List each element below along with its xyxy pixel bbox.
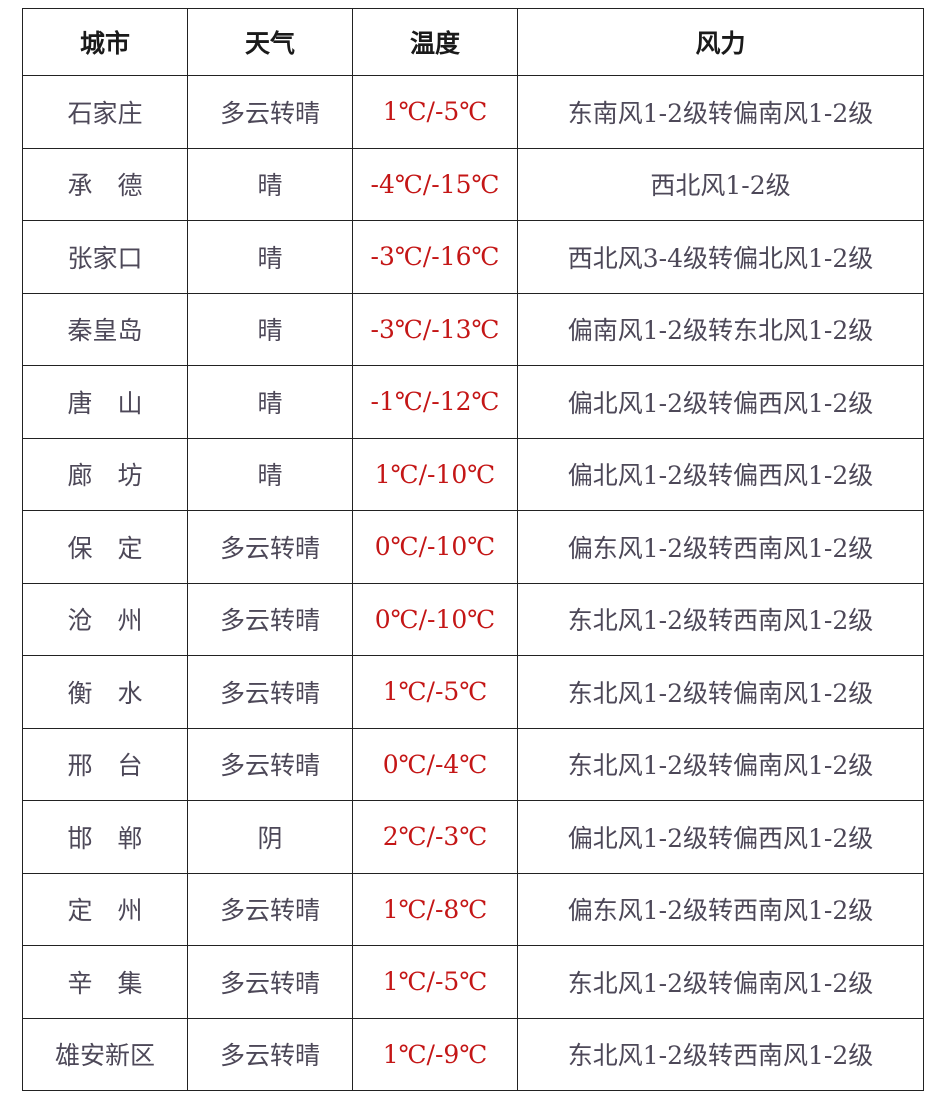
wind-cell: 东北风1-2级转偏南风1-2级 [517, 727, 924, 801]
city-cell: 石家庄 [22, 75, 188, 149]
temperature-cell: -3℃/-16℃ [352, 220, 518, 294]
table-row: 张家口晴 -3℃/-16℃ 西北风3-4级转偏北风1-2级 [22, 220, 924, 294]
weather-cell: 晴 [187, 147, 353, 221]
city-cell: 邢 台 [22, 727, 188, 801]
city-cell: 廊 坊 [22, 437, 188, 511]
wind-cell: 偏北风1-2级转偏西风1-2级 [517, 437, 924, 511]
table-row: 沧 州多云转晴 0℃/-10℃ 东北风1-2级转西南风1-2级 [22, 582, 924, 656]
temperature-cell: 0℃/-4℃ [352, 727, 518, 801]
wind-cell: 偏南风1-2级转东北风1-2级 [517, 292, 924, 366]
temperature-cell: 0℃/-10℃ [352, 582, 518, 656]
temperature-cell: 1℃/-5℃ [352, 655, 518, 729]
temperature-cell: 1℃/-9℃ [352, 1017, 518, 1091]
table-row: 邢 台多云转晴 0℃/-4℃ 东北风1-2级转偏南风1-2级 [22, 727, 924, 801]
weather-cell: 多云转晴 [187, 872, 353, 946]
weather-cell: 多云转晴 [187, 75, 353, 149]
weather-forecast-table: 城市 天气 温度 风力 石家庄 多云转晴 1℃/-5℃ 东南风1-2级转偏南风1-2级… [22, 8, 924, 1091]
table-row: 雄安新区 多云转晴 1℃/-9℃ 东北风1-2级转西南风1-2级 [22, 1017, 924, 1091]
city-cell: 衡 水 [22, 655, 188, 729]
table-row: 定 州多云转晴 1℃/-8℃ 偏东风1-2级转西南风1-2级 [22, 872, 924, 946]
city-cell: 张家口 [22, 220, 188, 294]
weather-cell: 多云转晴 [187, 727, 353, 801]
table-row: 石家庄 多云转晴 1℃/-5℃ 东南风1-2级转偏南风1-2级 [22, 75, 924, 149]
weather-cell: 多云转晴 [187, 655, 353, 729]
city-cell: 沧 州 [22, 582, 188, 656]
city-cell: 定 州 [22, 872, 188, 946]
table-row: 衡 水多云转晴 1℃/-5℃ 东北风1-2级转偏南风1-2级 [22, 655, 924, 729]
header-row: 城市 天气 温度 风力 [22, 8, 924, 76]
weather-cell: 多云转晴 [187, 945, 353, 1019]
weather-cell: 晴 [187, 292, 353, 366]
temperature-cell: -4℃/-15℃ [352, 147, 518, 221]
wind-cell: 东北风1-2级转西南风1-2级 [517, 1017, 924, 1091]
city-cell: 秦皇岛 [22, 292, 188, 366]
table-row: 邯 郸阴 2℃/-3℃ 偏北风1-2级转偏西风1-2级 [22, 800, 924, 874]
wind-cell: 偏北风1-2级转偏西风1-2级 [517, 365, 924, 439]
wind-cell: 东北风1-2级转偏南风1-2级 [517, 945, 924, 1019]
wind-cell: 西北风3-4级转偏北风1-2级 [517, 220, 924, 294]
city-cell: 雄安新区 [22, 1017, 188, 1091]
weather-cell: 多云转晴 [187, 582, 353, 656]
temperature-cell: 0℃/-10℃ [352, 510, 518, 584]
city-cell: 邯 郸 [22, 800, 188, 874]
table-row: 秦皇岛晴 -3℃/-13℃ 偏南风1-2级转东北风1-2级 [22, 292, 924, 366]
wind-cell: 偏东风1-2级转西南风1-2级 [517, 872, 924, 946]
wind-cell: 东南风1-2级转偏南风1-2级 [517, 75, 924, 149]
weather-cell: 晴 [187, 220, 353, 294]
table-row: 唐 山晴 -1℃/-12℃ 偏北风1-2级转偏西风1-2级 [22, 365, 924, 439]
weather-cell: 晴 [187, 437, 353, 511]
temperature-cell: 1℃/-10℃ [352, 437, 518, 511]
temperature-cell: 1℃/-5℃ [352, 75, 518, 149]
header-wind: 风力 [517, 8, 924, 76]
wind-cell: 东北风1-2级转偏南风1-2级 [517, 655, 924, 729]
city-cell: 唐 山 [22, 365, 188, 439]
table-row: 承 德晴 -4℃/-15℃ 西北风1-2级 [22, 147, 924, 221]
table-row: 保 定多云转晴 0℃/-10℃ 偏东风1-2级转西南风1-2级 [22, 510, 924, 584]
wind-cell: 西北风1-2级 [517, 147, 924, 221]
temperature-cell: -3℃/-13℃ [352, 292, 518, 366]
wind-cell: 东北风1-2级转西南风1-2级 [517, 582, 924, 656]
city-cell: 辛 集 [22, 945, 188, 1019]
header-temperature: 温度 [352, 8, 518, 76]
city-cell: 保 定 [22, 510, 188, 584]
city-cell: 承 德 [22, 147, 188, 221]
wind-cell: 偏北风1-2级转偏西风1-2级 [517, 800, 924, 874]
weather-cell: 晴 [187, 365, 353, 439]
temperature-cell: -1℃/-12℃ [352, 365, 518, 439]
table-row: 廊 坊晴 1℃/-10℃ 偏北风1-2级转偏西风1-2级 [22, 437, 924, 511]
header-city: 城市 [22, 8, 188, 76]
temperature-cell: 1℃/-8℃ [352, 872, 518, 946]
weather-cell: 阴 [187, 800, 353, 874]
header-weather: 天气 [187, 8, 353, 76]
table-row: 辛 集多云转晴 1℃/-5℃ 东北风1-2级转偏南风1-2级 [22, 945, 924, 1019]
wind-cell: 偏东风1-2级转西南风1-2级 [517, 510, 924, 584]
temperature-cell: 2℃/-3℃ [352, 800, 518, 874]
temperature-cell: 1℃/-5℃ [352, 945, 518, 1019]
weather-cell: 多云转晴 [187, 510, 353, 584]
weather-cell: 多云转晴 [187, 1017, 353, 1091]
